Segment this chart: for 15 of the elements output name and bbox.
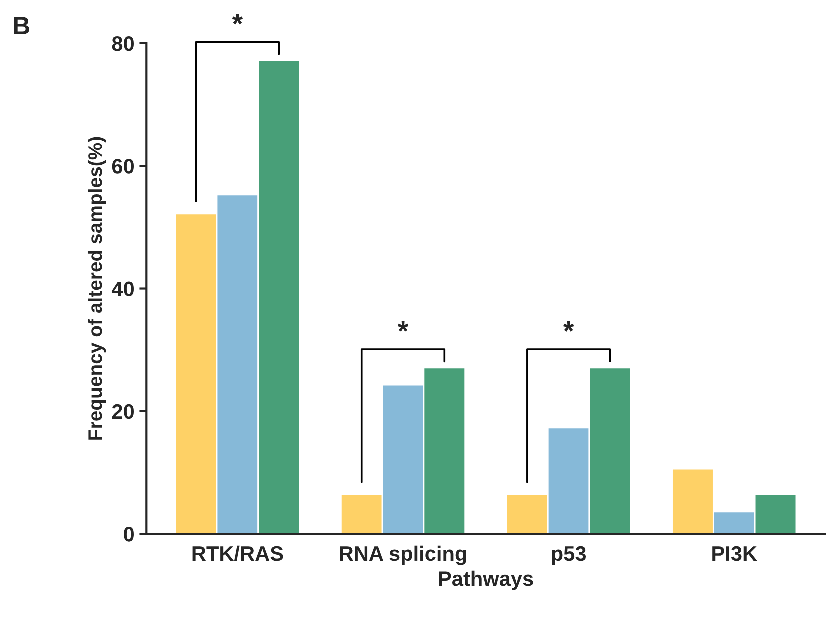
y-axis-title: Frequency of altered samples(%) [88,137,106,440]
x-tick-label: p53 [552,546,586,566]
x-axis-title: Pathways [439,570,534,590]
y-tick-label: 0 [124,527,134,542]
y-tick-label: 20 [112,404,134,420]
annotation: * [563,322,574,332]
y-tick-label: 80 [112,36,134,52]
text: B [14,17,30,34]
y-tick-label: 60 [112,159,134,174]
text: * [232,14,244,25]
x-tick-label: RNA splicing [340,546,466,566]
x-tick-label: RTK/RAS [192,546,284,562]
y-tick-label: 40 [112,282,134,297]
x-tick-label: PI3K [712,546,758,562]
annotation: * [398,322,409,332]
